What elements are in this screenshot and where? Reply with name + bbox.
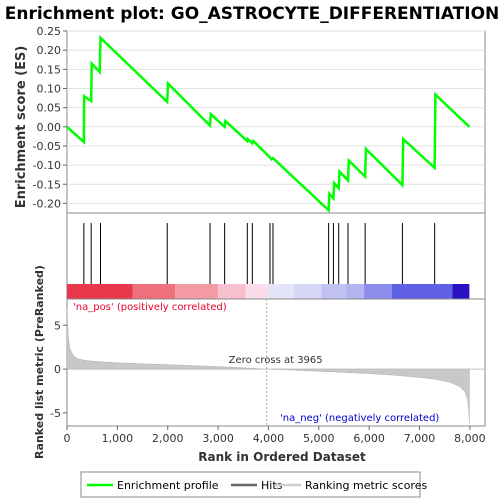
es-y-tick-label: 0.05 <box>37 102 62 115</box>
x-tick-label: 3,000 <box>202 432 234 445</box>
x-axis-title: Rank in Ordered Dataset <box>198 450 366 464</box>
es-y-tick-label: -0.05 <box>33 140 61 153</box>
x-tick-label: 0 <box>64 432 71 445</box>
enrichment-profile-line <box>66 35 471 214</box>
es-y-tick-label: 0.15 <box>37 63 62 76</box>
heatmap-band <box>132 284 176 299</box>
heatmap-band <box>364 284 392 299</box>
x-tick-label: 5,000 <box>303 432 335 445</box>
rank-heatmap-bar <box>67 284 470 299</box>
heatmap-band <box>218 284 246 299</box>
metric-y-axis-title: Ranked list metric (PreRanked) <box>33 265 46 459</box>
x-tick-label: 6,000 <box>353 432 385 445</box>
legend-enrichment-label: Enrichment profile <box>117 479 219 492</box>
es-y-tick-label: 0.10 <box>37 82 62 95</box>
zero-cross-label: Zero cross at 3965 <box>229 355 323 366</box>
metric-y-tick-label: 5 <box>54 319 61 332</box>
heatmap-band <box>293 284 322 299</box>
es-gridlines <box>67 30 485 204</box>
es-y-ticks: 0.25 0.20 0.15 0.10 0.05 0.00 -0.05 -0.10 -0.15 -… <box>33 25 67 210</box>
es-y-tick-label: -0.15 <box>33 178 61 191</box>
heatmap-band <box>391 284 453 299</box>
heatmap-band <box>321 284 347 299</box>
hit-lines <box>83 223 436 284</box>
negative-correlation-label: 'na_neg' (negatively correlated) <box>280 413 439 424</box>
es-y-axis-title: Enrichment score (ES) <box>14 46 29 209</box>
es-y-tick-label: -0.10 <box>33 159 61 172</box>
heatmap-band <box>245 284 269 299</box>
metric-y-ticks: 5 0 -5 <box>50 319 67 420</box>
es-y-tick-label: 0.00 <box>37 121 62 134</box>
legend-hits-label: Hits <box>261 479 283 492</box>
chart-title: Enrichment plot: GO_ASTROCYTE_DIFFERENTI… <box>5 4 500 24</box>
heatmap-band <box>175 284 219 299</box>
x-tick-label: 1,000 <box>102 432 134 445</box>
x-tick-label: 2,000 <box>152 432 184 445</box>
es-y-tick-label: 0.20 <box>37 44 62 57</box>
es-panel-frame <box>66 30 486 214</box>
es-y-tick-label: -0.20 <box>33 197 61 210</box>
heatmap-band <box>67 284 133 299</box>
positive-correlation-label: 'na_pos' (positively correlated) <box>73 302 227 313</box>
metric-x-ticks: 0 1,000 2,000 3,000 4,000 5,000 6,000 7,000 8,00… <box>64 426 486 445</box>
heatmap-band <box>346 284 365 299</box>
x-tick-label: 7,000 <box>404 432 436 445</box>
legend-metric-label: Ranking metric scores <box>305 479 427 492</box>
es-y-tick-label: 0.25 <box>37 25 62 38</box>
heatmap-band <box>268 284 294 299</box>
metric-y-tick-label: 0 <box>54 363 61 376</box>
heatmap-band <box>452 284 470 299</box>
metric-y-tick-label: -5 <box>50 407 61 420</box>
metric-panel-frame <box>66 298 486 427</box>
x-tick-label: 4,000 <box>253 432 285 445</box>
x-tick-label: 8,000 <box>454 432 486 445</box>
